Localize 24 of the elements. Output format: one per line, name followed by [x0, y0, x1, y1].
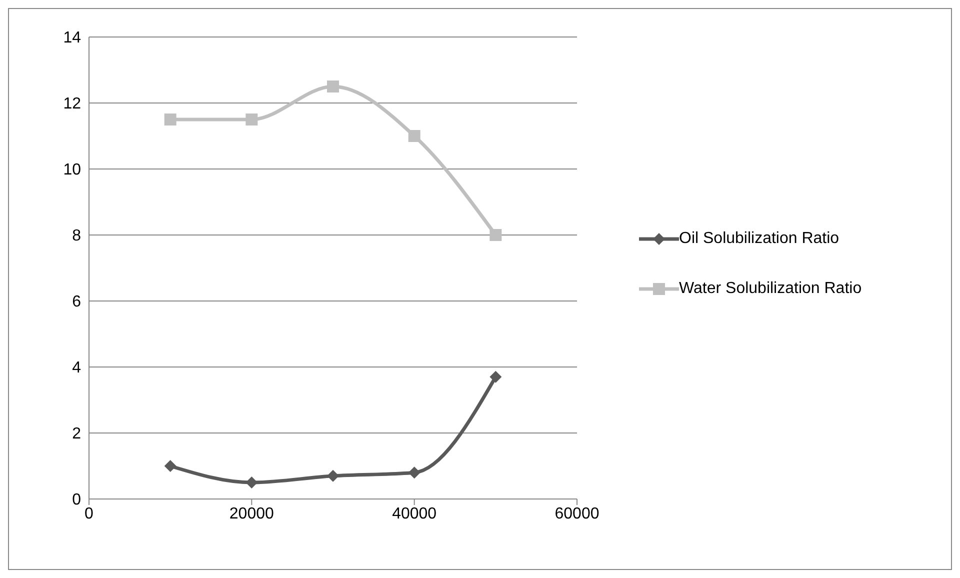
y-tick-label: 2	[72, 426, 82, 443]
y-tick-label: 8	[72, 228, 82, 245]
y-tick-label: 6	[72, 294, 82, 311]
y-tick-label: 4	[72, 360, 82, 377]
y-tick-label: 0	[72, 492, 82, 509]
x-tick-label: 40000	[392, 505, 437, 522]
x-tick-label: 20000	[229, 505, 274, 522]
y-tick-label: 10	[63, 162, 82, 179]
legend-label: Water Solubilization Ratio	[679, 280, 863, 298]
x-tick-label: 60000	[554, 505, 600, 522]
x-tick-label: 0	[84, 505, 94, 522]
y-tick-label: 12	[63, 96, 82, 113]
point	[164, 460, 176, 472]
point	[246, 476, 258, 488]
point	[164, 114, 176, 126]
point	[408, 466, 420, 479]
point	[490, 370, 502, 383]
point	[327, 470, 339, 482]
y-tick-label: 14	[63, 30, 82, 47]
point	[490, 229, 502, 241]
point	[327, 80, 339, 92]
legend-label: Oil Solubilization Ratio	[679, 230, 840, 248]
point	[408, 130, 420, 142]
point	[246, 114, 258, 126]
